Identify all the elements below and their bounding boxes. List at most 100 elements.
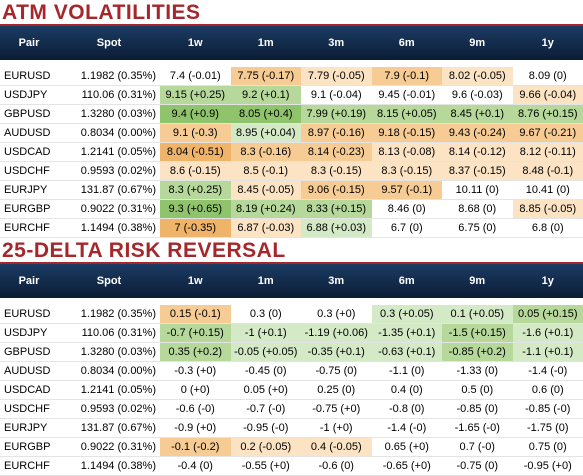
spot-cell: 110.06 (0.31%) (58, 86, 160, 105)
tenor-cell-1y: 8.48 (-0.1) (513, 162, 583, 181)
pair-cell: AUDUSD (0, 362, 58, 381)
column-header-1w[interactable]: 1w (160, 26, 231, 60)
tenor-cell-1y: -1.1 (+0.1) (513, 343, 583, 362)
tenor-cell-6m: -0.63 (+0.1) (372, 343, 443, 362)
column-header-9m[interactable]: 9m (442, 264, 513, 298)
tenor-cell-1w: 9.1 (-0.3) (160, 124, 231, 143)
column-header-spot[interactable]: Spot (58, 26, 160, 60)
atm-volatilities-section: ATM VOLATILITIES Pair Spot 1w 1m 3m 6m 9… (0, 0, 583, 238)
tenor-cell-1m: -1 (+0.1) (231, 324, 302, 343)
tenor-cell-1w: -0.9 (+0) (160, 419, 231, 438)
tenor-cell-6m: 0.4 (0) (372, 381, 443, 400)
tenor-cell-9m: 8.45 (+0.1) (442, 105, 513, 124)
tenor-cell-1y: -0.95 (+0) (513, 457, 583, 476)
pair-cell: USDCAD (0, 381, 58, 400)
column-header-pair[interactable]: Pair (0, 264, 58, 298)
tenor-cell-6m: 0.65 (+0) (372, 438, 443, 457)
tenor-cell-1w: 7.4 (-0.01) (160, 67, 231, 86)
tenor-cell-1m: 7.75 (-0.17) (231, 67, 302, 86)
tenor-cell-3m: 7.99 (+0.19) (301, 105, 372, 124)
spot-cell: 0.9593 (0.02%) (58, 400, 160, 419)
tenor-cell-9m: 8.68 (0) (442, 200, 513, 219)
tenor-cell-6m: 7.9 (-0.1) (372, 67, 443, 86)
tenor-cell-6m: -1.4 (-0) (372, 419, 443, 438)
tenor-cell-3m: 0.3 (+0) (301, 305, 372, 324)
tenor-cell-3m: -0.75 (+0) (301, 400, 372, 419)
pair-cell: GBPUSD (0, 105, 58, 124)
tenor-cell-1m: 0.3 (0) (231, 305, 302, 324)
tenor-cell-9m: 9.6 (-0.03) (442, 86, 513, 105)
tenor-cell-1w: 0.15 (-0.1) (160, 305, 231, 324)
table-header-row: Pair Spot 1w 1m 3m 6m 9m 1y (0, 26, 583, 60)
column-header-6m[interactable]: 6m (372, 26, 443, 60)
tenor-cell-9m: -0.75 (0) (442, 457, 513, 476)
pair-cell: EURGBP (0, 438, 58, 457)
tenor-cell-1y: 0.75 (0) (513, 438, 583, 457)
tenor-cell-1m: 8.5 (-0.1) (231, 162, 302, 181)
tenor-cell-9m: -1.33 (0) (442, 362, 513, 381)
column-header-pair[interactable]: Pair (0, 26, 58, 60)
tenor-cell-1w: 9.3 (+0.65) (160, 200, 231, 219)
tenor-cell-9m: 6.75 (0) (442, 219, 513, 238)
column-header-1y[interactable]: 1y (513, 264, 583, 298)
spot-cell: 1.1982 (0.35%) (58, 305, 160, 324)
spot-cell: 131.87 (0.67%) (58, 419, 160, 438)
tenor-cell-3m: 0.4 (-0.05) (301, 438, 372, 457)
column-header-1m[interactable]: 1m (231, 26, 302, 60)
column-header-6m[interactable]: 6m (372, 264, 443, 298)
pair-cell: EURUSD (0, 305, 58, 324)
tenor-cell-1w: -0.1 (-0.2) (160, 438, 231, 457)
table-header-row: Pair Spot 1w 1m 3m 6m 9m 1y (0, 264, 583, 298)
tenor-cell-3m: 9.06 (-0.15) (301, 181, 372, 200)
tenor-cell-1y: -1.75 (0) (513, 419, 583, 438)
header-spacer (0, 298, 583, 305)
spot-cell: 1.1494 (0.38%) (58, 219, 160, 238)
tenor-cell-1m: 8.19 (+0.24) (231, 200, 302, 219)
tenor-cell-3m: 8.3 (-0.15) (301, 162, 372, 181)
column-header-3m[interactable]: 3m (301, 264, 372, 298)
column-header-1w[interactable]: 1w (160, 264, 231, 298)
pair-cell: USDJPY (0, 324, 58, 343)
tenor-cell-1w: 9.15 (+0.25) (160, 86, 231, 105)
tenor-cell-1w: -0.6 (-0) (160, 400, 231, 419)
tenor-cell-1m: 8.3 (-0.16) (231, 143, 302, 162)
tenor-cell-1w: -0.4 (0) (160, 457, 231, 476)
column-header-spot[interactable]: Spot (58, 264, 160, 298)
tenor-cell-3m: 7.79 (-0.05) (301, 67, 372, 86)
tenor-cell-6m: 9.45 (-0.01) (372, 86, 443, 105)
tenor-cell-1y: 8.09 (0) (513, 67, 583, 86)
tenor-cell-1y: 8.85 (-0.05) (513, 200, 583, 219)
spot-cell: 0.9022 (0.31%) (58, 200, 160, 219)
column-header-1m[interactable]: 1m (231, 264, 302, 298)
column-header-9m[interactable]: 9m (442, 26, 513, 60)
tenor-cell-6m: -1.35 (+0.1) (372, 324, 443, 343)
column-header-3m[interactable]: 3m (301, 26, 372, 60)
pair-cell: EURCHF (0, 457, 58, 476)
tenor-cell-6m: 9.18 (-0.15) (372, 124, 443, 143)
column-header-1y[interactable]: 1y (513, 26, 583, 60)
tenor-cell-3m: -1.19 (+0.06) (301, 324, 372, 343)
tenor-cell-1w: 7 (-0.35) (160, 219, 231, 238)
tenor-cell-3m: 8.33 (+0.15) (301, 200, 372, 219)
